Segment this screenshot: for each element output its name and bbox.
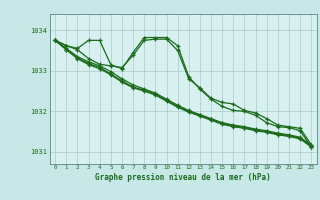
X-axis label: Graphe pression niveau de la mer (hPa): Graphe pression niveau de la mer (hPa) [95, 173, 271, 182]
